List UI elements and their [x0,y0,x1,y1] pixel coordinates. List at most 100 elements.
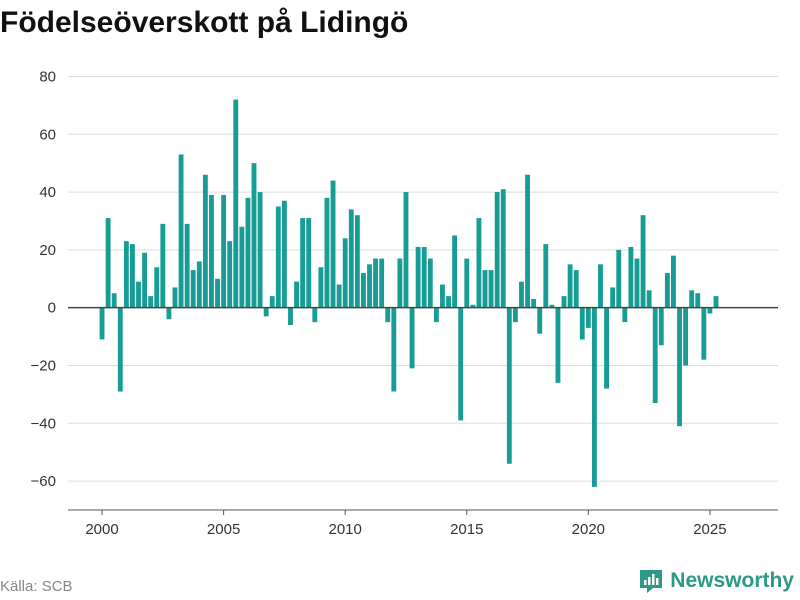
bar [585,307,591,328]
bar [427,258,433,308]
bar [294,281,299,308]
bar [221,194,227,308]
bar [695,293,701,308]
bar [500,189,506,308]
bar [227,241,233,308]
bar [488,270,494,308]
bar [470,304,476,308]
bar [348,209,354,308]
brand-logo[interactable]: Newsworthy [638,568,794,594]
x-tick-label: 2020 [572,521,605,538]
bar [567,264,573,308]
bar [354,215,360,308]
bar [117,307,123,392]
bar [579,307,585,340]
y-tick-label: 20 [39,242,56,259]
bar [239,226,245,308]
bar [269,296,275,308]
bar [330,180,336,308]
bar [367,264,372,308]
bar [233,99,239,308]
bar [312,307,318,323]
bar [683,307,689,366]
bar [184,223,190,308]
bar [658,307,664,346]
y-tick-label: 40 [39,184,56,201]
bar [257,192,263,308]
bar [178,154,184,308]
x-tick-label: 2005 [207,521,240,538]
bar [652,307,658,404]
bar [166,307,172,320]
bar [360,272,366,308]
bar [494,192,500,308]
bar [409,307,415,369]
bar [123,241,129,308]
bar [616,249,622,308]
bar [421,246,427,308]
bar [506,307,512,464]
bar [573,270,579,308]
bar [458,307,464,421]
bar [561,296,567,308]
bar [646,290,652,308]
bar [622,307,628,323]
bar [215,278,220,308]
x-axis-ticks: 2000 2005 2010 2015 2020 2025 [85,510,727,538]
bar [543,244,549,308]
bar [531,299,537,308]
bar [701,307,707,360]
bar [385,307,391,323]
y-tick-label: −20 [31,357,56,374]
bar [677,307,682,427]
bar [604,307,610,389]
bar [202,174,208,308]
bar [306,218,312,308]
bar [482,270,488,308]
bar [591,307,597,487]
bar [403,192,409,308]
bar [281,200,287,308]
bar [190,270,196,308]
bar [300,218,306,308]
bar [336,284,342,308]
bar [634,258,640,308]
brand-name: Newsworthy [670,569,794,592]
bars [99,99,719,487]
bar [160,223,166,308]
bar [537,307,543,334]
bar [342,238,348,308]
bar [136,281,141,308]
bar [130,244,135,308]
bar [452,235,458,308]
bar [318,267,324,308]
bar [105,218,111,308]
y-tick-label: 80 [39,68,56,85]
bar [263,307,269,317]
bar [525,174,530,308]
bar [391,307,397,392]
bar [379,258,385,308]
y-tick-label: 60 [39,126,56,143]
newsworthy-logo-icon [640,570,663,593]
bar [251,163,257,308]
bar [148,296,154,308]
bar [440,284,445,308]
x-tick-label: 2000 [85,521,118,538]
chart-title: Födelseöverskott på Lidingö [0,6,409,39]
source-credit: Källa: SCB [0,578,73,595]
bar [209,194,214,308]
bar [288,307,293,326]
y-tick-label: −60 [31,473,56,490]
bar [512,307,518,323]
bar [99,307,105,340]
bar [664,272,670,308]
bar [671,255,676,308]
bar [640,215,646,308]
bar [713,296,719,308]
bar [111,293,117,308]
bar [172,287,178,308]
bar [373,258,379,308]
bar [415,246,421,308]
